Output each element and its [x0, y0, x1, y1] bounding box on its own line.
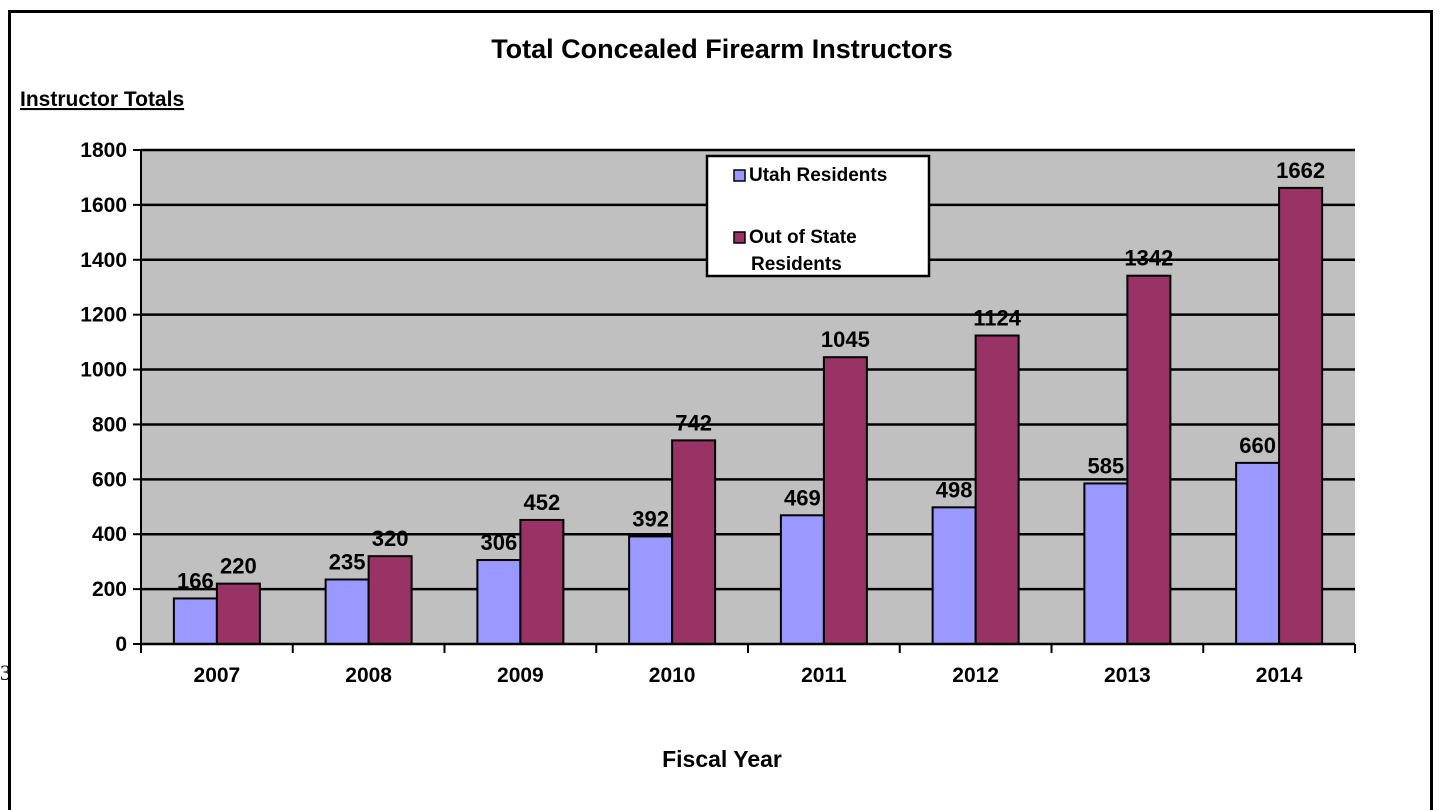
- y-tick-label: 600: [92, 468, 127, 491]
- axes: 0 200 400 600 800 1000 1200 1400 1600 1800 2007 200…: [80, 139, 1356, 687]
- data-label: 498: [936, 477, 973, 502]
- x-tick-label: 2012: [952, 664, 999, 687]
- data-label: 585: [1088, 453, 1125, 478]
- y-tick-label: 200: [92, 578, 127, 601]
- data-label: 220: [220, 554, 257, 579]
- y-tick-label: 1600: [80, 194, 127, 217]
- data-label: 1662: [1276, 158, 1325, 183]
- data-label: 235: [329, 550, 366, 575]
- y-tick-label: 400: [92, 523, 127, 546]
- data-label: 392: [632, 506, 669, 531]
- bar-utah-residents: [931, 506, 977, 645]
- x-tick-label: 2008: [345, 664, 392, 687]
- x-tick-label: 2010: [649, 664, 696, 687]
- bar-out-of-state-residents: [1126, 274, 1172, 645]
- chart-title: Total Concealed Firearm Instructors: [491, 34, 953, 64]
- data-label: 1342: [1124, 246, 1173, 271]
- data-label: 306: [481, 530, 518, 555]
- legend-label-utah: Utah Residents: [749, 165, 887, 186]
- data-label: 166: [177, 568, 214, 593]
- bar-out-of-state-residents: [367, 555, 413, 646]
- bars: [172, 186, 1324, 646]
- data-label: 452: [524, 490, 561, 515]
- bar-utah-residents: [1083, 482, 1129, 646]
- legend-swatch-utah: [733, 169, 746, 182]
- data-label: 742: [675, 410, 712, 435]
- y-tick-label: 800: [92, 413, 127, 436]
- legend-label-out-of-state: Out of State Residents: [749, 227, 857, 275]
- y-tick-label: 1000: [80, 359, 127, 382]
- data-label: 660: [1239, 433, 1276, 458]
- data-label: 320: [372, 526, 409, 551]
- y-tick-label: 1800: [80, 139, 127, 162]
- legend-swatch-out-of-state: [733, 231, 746, 244]
- data-label: 1045: [821, 327, 870, 352]
- legend: Utah Residents Out of State Residents: [705, 154, 931, 278]
- x-tick-label: 2011: [801, 664, 847, 687]
- y-axis-label: Instructor Totals: [20, 88, 184, 111]
- x-tick-label: 2014: [1256, 664, 1303, 687]
- y-tick-label: 1400: [80, 249, 127, 272]
- bar-out-of-state-residents: [1278, 186, 1324, 646]
- y-tick-label: 1200: [80, 304, 127, 327]
- bar-out-of-state-residents: [671, 439, 717, 645]
- bar-out-of-state-residents: [822, 356, 868, 645]
- bar-utah-residents: [628, 535, 674, 646]
- y-tick-label: 0: [115, 633, 127, 656]
- bar-out-of-state-residents: [519, 518, 565, 645]
- bar-out-of-state-residents: [215, 582, 261, 645]
- bar-utah-residents: [476, 559, 522, 646]
- x-tick-label: 2007: [194, 664, 241, 687]
- data-label: 1124: [973, 306, 1021, 331]
- bar-utah-residents: [324, 578, 370, 645]
- bar-utah-residents: [172, 597, 218, 645]
- data-label: 469: [784, 485, 821, 510]
- bar-utah-residents: [779, 514, 825, 646]
- x-tick-label: 2009: [497, 664, 544, 687]
- x-axis-label: Fiscal Year: [662, 746, 782, 772]
- bar-out-of-state-residents: [974, 334, 1020, 645]
- stray-page-number: 3: [0, 660, 11, 685]
- x-tick-label: 2013: [1104, 664, 1151, 687]
- bar-utah-residents: [1235, 461, 1281, 645]
